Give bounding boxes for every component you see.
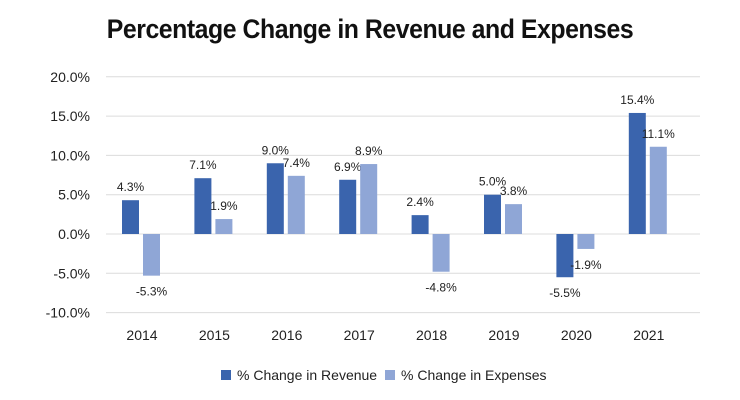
y-tick-label: 5.0% <box>58 187 90 203</box>
bar-revenue <box>484 194 501 234</box>
y-tick-label: -10.0% <box>46 305 90 321</box>
data-label: 9.0% <box>262 143 290 157</box>
bar-expenses <box>287 175 305 234</box>
data-label: 7.4% <box>283 156 311 170</box>
data-label: 7.1% <box>189 158 217 172</box>
data-label: -5.3% <box>136 285 168 299</box>
chart-title: Percentage Change in Revenue and Expense… <box>106 14 634 44</box>
data-label: 11.1% <box>642 127 675 141</box>
data-label: -1.9% <box>570 258 602 272</box>
data-label: 3.8% <box>500 184 528 198</box>
legend-item-expenses: % Change in Expenses <box>385 367 547 383</box>
bar-expenses <box>143 234 160 276</box>
data-label: 4.3% <box>117 180 145 194</box>
y-tick-label: -5.0% <box>53 265 90 281</box>
x-tick-label: 2019 <box>488 327 519 343</box>
bar-revenue <box>339 179 357 234</box>
bar-revenue <box>122 200 139 234</box>
x-tick-label: 2014 <box>126 327 157 343</box>
data-label: -5.5% <box>549 286 581 300</box>
data-label: 2.4% <box>406 195 434 209</box>
bar-revenue <box>194 178 212 234</box>
legend-label-revenue: % Change in Revenue <box>237 367 378 383</box>
bar-expenses <box>360 164 378 234</box>
x-tick-label: 2018 <box>416 327 447 343</box>
y-tick-label: 15.0% <box>50 108 90 124</box>
x-tick-label: 2020 <box>561 327 592 343</box>
data-label: 15.4% <box>620 93 654 107</box>
data-label: 8.9% <box>355 144 383 158</box>
x-tick-label: 2017 <box>344 327 375 343</box>
bar-expenses <box>215 219 233 234</box>
bar-expenses <box>649 146 667 234</box>
data-label: 6.9% <box>334 160 362 174</box>
bar-revenue <box>266 163 284 234</box>
x-tick-label: 2015 <box>199 327 230 343</box>
legend-label-expenses: % Change in Expenses <box>401 367 547 383</box>
legend-swatch-revenue <box>221 370 231 380</box>
data-label: 1.9% <box>210 199 238 213</box>
data-label: 5.0% <box>479 175 507 189</box>
bar-revenue <box>628 112 646 234</box>
x-tick-label: 2021 <box>633 327 664 343</box>
y-tick-label: 0.0% <box>58 226 90 242</box>
legend-swatch-expenses <box>385 370 395 380</box>
y-tick-label: 10.0% <box>50 147 90 163</box>
bar-expenses <box>577 234 595 249</box>
y-tick-label: 20.0% <box>50 69 90 85</box>
legend-item-revenue: % Change in Revenue <box>221 367 377 383</box>
data-label: -4.8% <box>425 281 457 295</box>
x-tick-label: 2016 <box>271 327 302 343</box>
bar-expenses <box>505 204 522 234</box>
bar-revenue <box>556 234 574 278</box>
bar-revenue <box>411 215 429 234</box>
bar-expenses <box>432 234 450 272</box>
